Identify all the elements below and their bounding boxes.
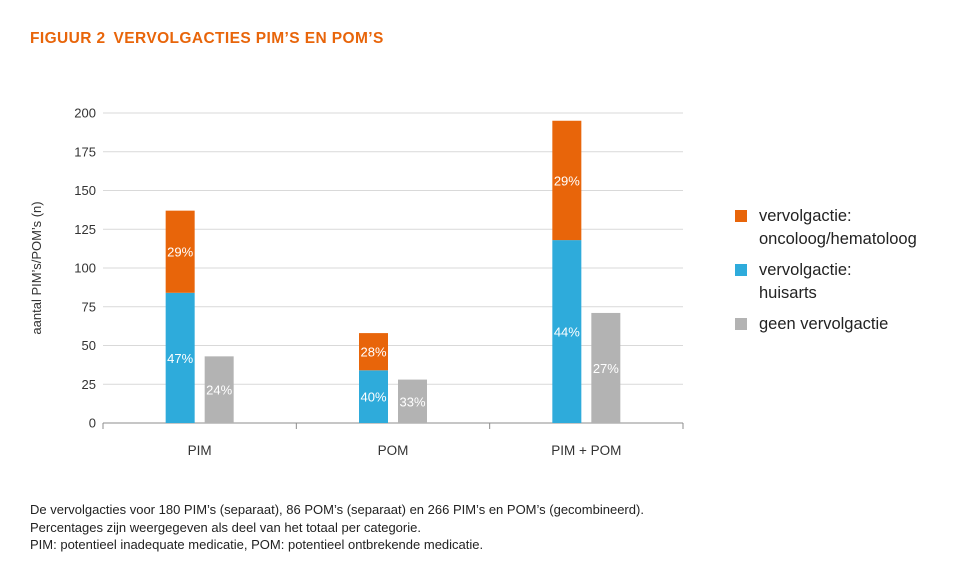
figure-title-text: VERVOLGACTIES PIM’S EN POM’S <box>113 30 384 47</box>
y-tick-label: 25 <box>82 377 96 392</box>
legend-item-geen: geen vervolgactie <box>735 313 960 336</box>
legend-label-geen: geen vervolgactie <box>759 315 889 333</box>
legend-swatch-geen <box>735 318 747 330</box>
y-tick-label: 75 <box>82 299 96 314</box>
x-tick-label: PIM <box>188 443 212 458</box>
bar-oncoloog <box>165 210 195 293</box>
y-axis-label: aantal PIM’s/POM’s (n) <box>29 201 44 334</box>
legend-label-huisarts: vervolgactie: huisarts <box>759 261 852 302</box>
footnote-line-1: De vervolgacties voor 180 PIM’s (separaa… <box>30 502 644 517</box>
bar-label-geen: 27% <box>593 361 619 376</box>
y-tick-label: 50 <box>82 338 96 353</box>
bar-oncoloog <box>359 333 388 371</box>
bar-label-geen: 33% <box>399 394 425 409</box>
bar-geen <box>398 379 427 423</box>
bar-label-huisarts: 47% <box>167 351 193 366</box>
bar-oncoloog <box>552 120 582 241</box>
legend: vervolgactie: oncoloog/hematoloog vervol… <box>735 205 960 344</box>
legend-swatch-oncoloog <box>735 210 747 222</box>
y-tick-label: 125 <box>74 222 96 237</box>
footnote-line-2: Percentages zijn weergegeven als deel va… <box>30 519 421 535</box>
bar-label-geen: 24% <box>206 383 232 398</box>
x-tick-label: POM <box>378 443 409 458</box>
bar-label-huisarts: 40% <box>360 390 386 405</box>
bar-geen <box>204 356 234 423</box>
figure-title: FIGUUR 2 VERVOLGACTIES PIM’S EN POM’S <box>30 30 384 48</box>
y-tick-label: 150 <box>74 183 96 198</box>
footnote: De vervolgacties voor 180 PIM’s (separaa… <box>30 501 644 554</box>
bar-label-oncoloog: 29% <box>554 173 580 188</box>
bar-geen <box>591 312 621 423</box>
legend-item-oncoloog: vervolgactie: oncoloog/hematoloog <box>735 205 960 251</box>
figure-number: FIGUUR 2 <box>30 30 106 47</box>
bar-label-oncoloog: 28% <box>360 345 386 360</box>
legend-item-huisarts: vervolgactie: huisarts <box>735 259 960 305</box>
bar-huisarts <box>165 292 195 423</box>
footnote-line-3: PIM: potentieel inadequate medicatie, PO… <box>30 537 484 552</box>
bar-huisarts <box>359 370 388 423</box>
y-tick-label: 175 <box>74 144 96 159</box>
y-tick-label: 100 <box>74 261 96 276</box>
bar-label-oncoloog: 29% <box>167 245 193 260</box>
x-tick-label: PIM + POM <box>551 443 621 458</box>
bar-huisarts <box>552 240 582 423</box>
legend-swatch-huisarts <box>735 264 747 276</box>
y-tick-label: 0 <box>89 416 96 431</box>
legend-label-oncoloog: vervolgactie: oncoloog/hematoloog <box>759 207 917 248</box>
bar-label-huisarts: 44% <box>554 325 580 340</box>
y-tick-label: 200 <box>74 106 96 121</box>
